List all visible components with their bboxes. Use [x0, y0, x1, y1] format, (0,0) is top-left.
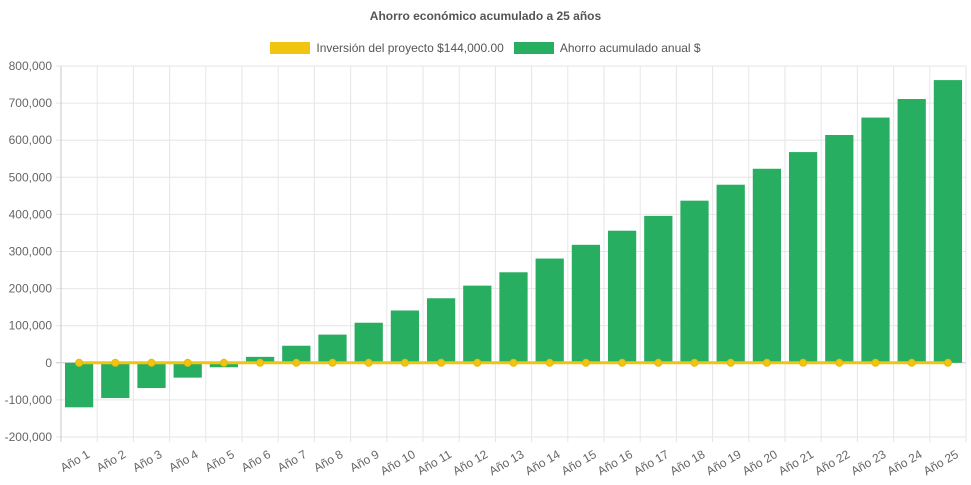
legend-item-savings[interactable]: Ahorro acumulado anual $: [513, 41, 701, 55]
y-tick-label: 700,000: [9, 96, 53, 110]
investment-point: [799, 358, 808, 367]
investment-point: [835, 358, 844, 367]
y-tick-label: 800,000: [9, 59, 53, 73]
y-tick-label: -200,000: [5, 430, 53, 444]
x-tick-label: Año 6: [239, 447, 273, 475]
investment-point: [907, 358, 916, 367]
savings-bar: [101, 362, 130, 399]
savings-bar: [499, 272, 528, 363]
x-tick-label: Año 19: [704, 447, 744, 478]
x-tick-label: Año 9: [347, 447, 381, 475]
investment-point: [762, 358, 771, 367]
investment-point: [328, 358, 337, 367]
savings-bar: [571, 244, 601, 363]
x-tick-label: Año 3: [130, 447, 164, 475]
x-tick-label: Año 22: [812, 447, 852, 478]
x-tick-label: Año 17: [631, 447, 671, 478]
y-tick-label: 300,000: [9, 245, 53, 259]
x-tick-label: Año 5: [203, 447, 237, 475]
x-tick-label: Año 1: [58, 447, 92, 475]
savings-bar: [825, 135, 854, 363]
investment-point: [75, 358, 84, 367]
savings-bar: [535, 258, 564, 363]
savings-bar: [680, 200, 709, 363]
y-tick-label: 0: [45, 356, 52, 370]
savings-bar: [607, 230, 637, 363]
investment-point: [509, 358, 518, 367]
x-tick-label: Año 20: [740, 447, 780, 478]
y-tick-label: 100,000: [9, 319, 53, 333]
savings-bar: [137, 362, 166, 389]
savings-bar: [933, 80, 963, 363]
investment-point: [545, 358, 554, 367]
savings-bar: [318, 334, 347, 363]
investment-point: [618, 358, 627, 367]
x-tick-label: Año 16: [595, 447, 635, 478]
investment-point: [473, 358, 482, 367]
x-tick-label: Año 2: [94, 447, 128, 475]
y-tick-label: 400,000: [9, 207, 53, 221]
investment-point: [690, 358, 699, 367]
legend-swatch-savings: [513, 42, 554, 54]
investment-point: [256, 358, 265, 367]
savings-bar: [644, 215, 673, 363]
investment-point: [654, 358, 663, 367]
x-tick-label: Año 14: [523, 447, 563, 478]
investment-point: [183, 358, 192, 367]
x-tick-label: Año 24: [885, 447, 925, 478]
x-tick-label: Año 13: [486, 447, 526, 478]
chart-title: Ahorro económico acumulado a 25 años: [369, 9, 602, 23]
legend-label-investment: Inversión del proyecto $144,000.00: [316, 41, 504, 55]
legend-label-savings: Ahorro acumulado anual $: [559, 41, 701, 55]
investment-point: [111, 358, 120, 367]
x-tick-label: Año 7: [275, 447, 309, 475]
x-tick-label: Año 10: [378, 447, 418, 478]
x-tick-label: Año 23: [848, 447, 888, 478]
savings-bar: [282, 345, 311, 363]
investment-point: [147, 358, 156, 367]
legend: Inversión del proyecto $144,000.00 Ahorr…: [0, 41, 971, 55]
y-tick-label: 200,000: [9, 282, 53, 296]
y-tick-label: -100,000: [5, 393, 53, 407]
savings-bar: [173, 362, 202, 378]
investment-point: [871, 358, 880, 367]
savings-bar: [463, 285, 492, 363]
legend-swatch-investment: [270, 42, 311, 54]
savings-bar: [426, 298, 456, 363]
savings-bar: [897, 99, 926, 363]
savings-bar: [354, 322, 383, 363]
investment-point: [292, 358, 301, 367]
investment-point: [943, 358, 952, 367]
savings-bar: [861, 117, 890, 363]
x-tick-label: Año 15: [559, 447, 599, 478]
y-tick-label: 500,000: [9, 170, 53, 184]
y-tick-label: 600,000: [9, 133, 53, 147]
x-tick-label: Año 8: [311, 447, 345, 475]
x-tick-label: Año 18: [667, 447, 707, 478]
investment-point: [364, 358, 373, 367]
investment-point: [437, 358, 446, 367]
x-tick-label: Año 11: [415, 447, 454, 478]
investment-point: [400, 358, 409, 367]
x-tick-label: Año 25: [921, 447, 961, 478]
savings-bar: [390, 310, 420, 363]
x-tick-label: Año 4: [166, 447, 200, 475]
savings-bar: [716, 184, 745, 363]
investment-point: [726, 358, 735, 367]
x-tick-label: Año 21: [776, 447, 816, 478]
investment-point: [219, 358, 228, 367]
investment-point: [581, 358, 590, 367]
x-tick-label: Año 12: [450, 447, 490, 478]
savings-bar: [788, 152, 818, 363]
savings-bar: [752, 168, 782, 363]
legend-item-investment[interactable]: Inversión del proyecto $144,000.00: [270, 41, 504, 55]
savings-bar: [64, 362, 94, 408]
